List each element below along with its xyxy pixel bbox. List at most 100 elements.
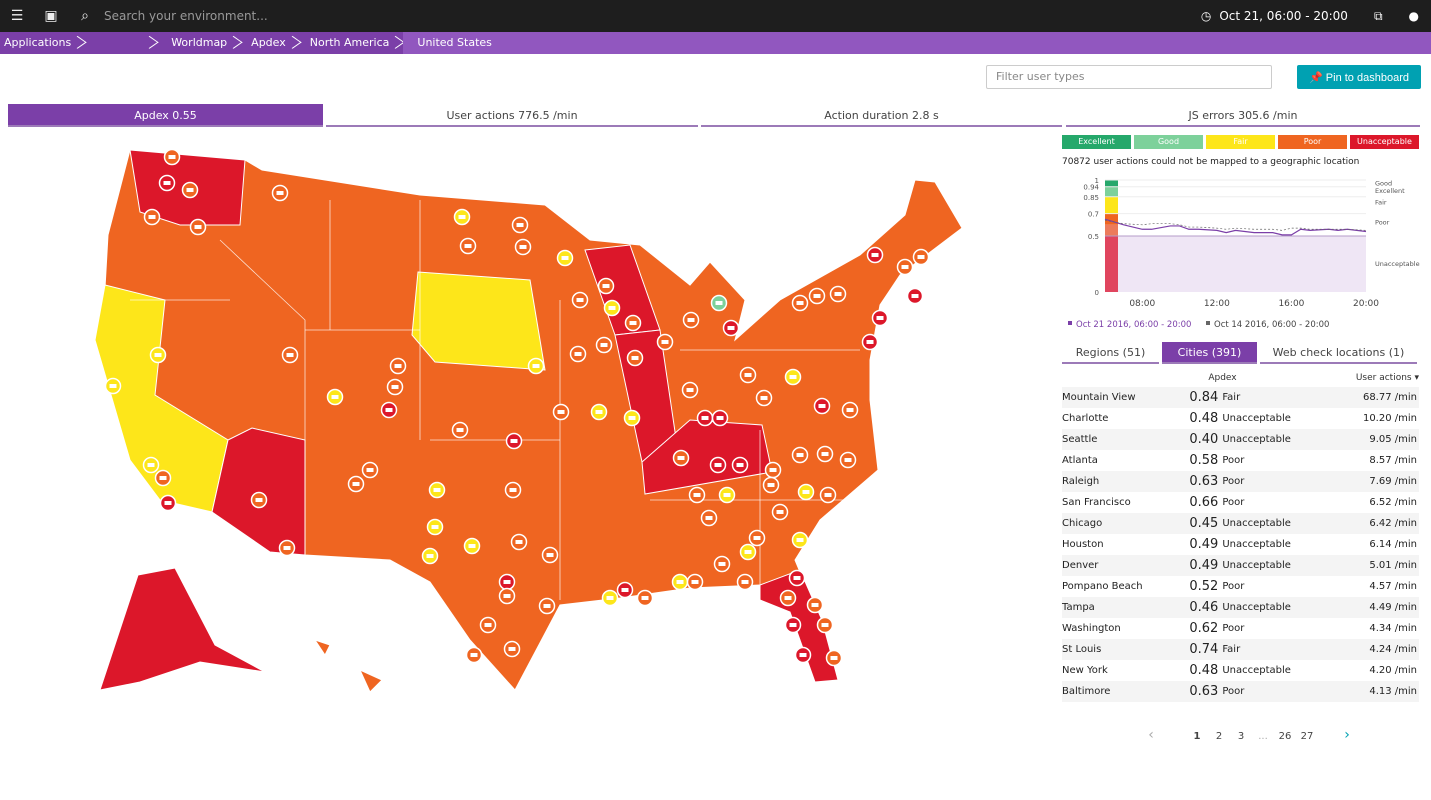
city-marker[interactable] [791, 531, 809, 549]
page-3[interactable]: 3 [1237, 731, 1245, 742]
city-marker[interactable] [896, 258, 914, 276]
city-marker[interactable] [722, 319, 740, 337]
city-marker[interactable] [541, 546, 559, 564]
city-marker[interactable] [278, 539, 296, 557]
tab-action-duration[interactable]: Action duration 2.8 s [701, 104, 1062, 127]
city-marker[interactable] [616, 581, 634, 599]
city-marker[interactable] [710, 294, 728, 312]
city-marker[interactable] [626, 349, 644, 367]
breadcrumb-united-states[interactable]: United States [403, 32, 1431, 54]
city-marker[interactable] [595, 336, 613, 354]
city-marker[interactable] [764, 461, 782, 479]
city-marker[interactable] [623, 409, 641, 427]
city-marker[interactable] [681, 381, 699, 399]
city-marker[interactable] [510, 533, 528, 551]
page-1[interactable]: 1 [1193, 731, 1201, 742]
city-marker[interactable] [656, 333, 674, 351]
state-alaska[interactable] [99, 567, 266, 691]
city-marker[interactable] [142, 456, 160, 474]
city-marker[interactable] [816, 445, 834, 463]
city-marker[interactable] [841, 401, 859, 419]
windows-icon[interactable]: ⧉ [1373, 8, 1383, 23]
city-marker[interactable] [463, 537, 481, 555]
city-marker[interactable] [453, 208, 471, 226]
us-apdex-map[interactable] [0, 130, 1000, 710]
city-marker[interactable] [736, 573, 754, 591]
search-input[interactable]: Search your environment... [104, 9, 268, 23]
city-marker[interactable] [779, 589, 797, 607]
next-page-button[interactable]: › [1344, 727, 1350, 743]
col-apdex[interactable]: Apdex [1208, 373, 1237, 383]
city-marker[interactable] [569, 345, 587, 363]
city-marker[interactable] [459, 237, 477, 255]
city-marker[interactable] [163, 148, 181, 166]
table-row[interactable]: Washington 0.62 Poor 4.34 /min [1062, 618, 1419, 639]
pin-to-dashboard-button[interactable]: 📌 Pin to dashboard [1297, 65, 1421, 89]
city-marker[interactable] [813, 397, 831, 415]
city-marker[interactable] [839, 451, 857, 469]
prev-page-button[interactable]: ‹ [1148, 727, 1154, 743]
city-marker[interactable] [479, 616, 497, 634]
table-row[interactable]: Pompano Beach 0.52 Poor 4.57 /min [1062, 576, 1419, 597]
city-marker[interactable] [686, 573, 704, 591]
table-row[interactable]: Seattle 0.40 Unacceptable 9.05 /min [1062, 429, 1419, 450]
city-marker[interactable] [808, 287, 826, 305]
city-marker[interactable] [784, 368, 802, 386]
city-marker[interactable] [503, 640, 521, 658]
breadcrumb-applications[interactable]: Applications [0, 32, 85, 54]
city-marker[interactable] [421, 547, 439, 565]
breadcrumb-apdex[interactable]: Apdex [241, 32, 300, 54]
city-marker[interactable] [636, 589, 654, 607]
city-marker[interactable] [590, 403, 608, 421]
city-marker[interactable] [718, 486, 736, 504]
city-marker[interactable] [389, 357, 407, 375]
city-marker[interactable] [505, 432, 523, 450]
city-marker[interactable] [688, 486, 706, 504]
table-row[interactable]: Mountain View 0.84 Fair 68.77 /min [1062, 387, 1419, 408]
city-marker[interactable] [514, 238, 532, 256]
state-hawaii[interactable] [313, 639, 331, 656]
page-26[interactable]: 26 [1278, 731, 1292, 742]
table-row[interactable]: Houston 0.49 Unacceptable 6.14 /min [1062, 534, 1419, 555]
breadcrumb-app[interactable] [85, 32, 157, 54]
tab-regions[interactable]: Regions (51) [1062, 342, 1159, 364]
city-marker[interactable] [361, 461, 379, 479]
city-marker[interactable] [465, 646, 483, 664]
city-marker[interactable] [538, 597, 556, 615]
city-marker[interactable] [755, 389, 773, 407]
city-marker[interactable] [624, 314, 642, 332]
city-marker[interactable] [771, 503, 789, 521]
state-region[interactable] [94, 149, 963, 691]
city-marker[interactable] [271, 184, 289, 202]
city-marker[interactable] [816, 616, 834, 634]
city-marker[interactable] [791, 446, 809, 464]
filter-user-types-input[interactable]: Filter user types [986, 65, 1272, 89]
city-marker[interactable] [552, 403, 570, 421]
city-marker[interactable] [713, 555, 731, 573]
table-row[interactable]: Charlotte 0.48 Unacceptable 10.20 /min [1062, 408, 1419, 429]
city-marker[interactable] [556, 249, 574, 267]
city-marker[interactable] [806, 596, 824, 614]
city-marker[interactable] [601, 589, 619, 607]
city-marker[interactable] [794, 646, 812, 664]
city-marker[interactable] [189, 218, 207, 236]
city-marker[interactable] [912, 248, 930, 266]
city-marker[interactable] [739, 543, 757, 561]
timeframe-selector[interactable]: Oct 21, 06:00 - 20:00 [1219, 9, 1348, 23]
tab-user-actions[interactable]: User actions 776.5 /min [326, 104, 698, 127]
city-marker[interactable] [149, 346, 167, 364]
city-marker[interactable] [866, 246, 884, 264]
city-marker[interactable] [571, 291, 589, 309]
tab-cities[interactable]: Cities (391) [1162, 342, 1257, 364]
table-row[interactable]: Tampa 0.46 Unacceptable 4.49 /min [1062, 597, 1419, 618]
city-marker[interactable] [871, 309, 889, 327]
city-marker[interactable] [739, 366, 757, 384]
user-icon[interactable]: ● [1408, 9, 1419, 23]
state-nebraska[interactable] [411, 271, 546, 371]
city-marker[interactable] [603, 299, 621, 317]
city-marker[interactable] [672, 449, 690, 467]
table-row[interactable]: Chicago 0.45 Unacceptable 6.42 /min [1062, 513, 1419, 534]
city-marker[interactable] [428, 481, 446, 499]
city-marker[interactable] [731, 456, 749, 474]
city-marker[interactable] [498, 573, 516, 591]
